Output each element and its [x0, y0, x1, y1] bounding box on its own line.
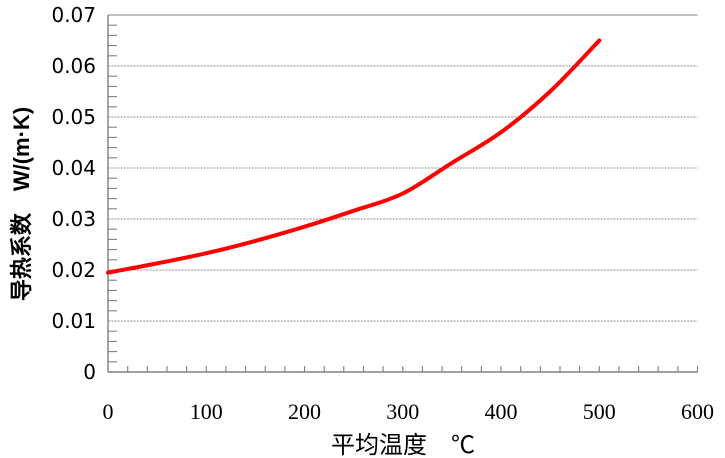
y-tick-label: 0.03	[51, 207, 96, 231]
x-tick-label: 400	[485, 399, 518, 424]
x-tick-label: 500	[583, 399, 616, 424]
x-tick-label: 100	[190, 399, 223, 424]
y-tick-label: 0.02	[51, 258, 96, 282]
y-tick-label: 0	[83, 360, 96, 384]
y-tick-label: 0.06	[51, 54, 96, 78]
x-axis-title: 平均温度 ℃	[331, 433, 475, 458]
y-tick-label: 0.07	[51, 3, 96, 27]
y-tick-label: 0.01	[51, 309, 96, 333]
x-tick-label: 200	[288, 399, 321, 424]
y-axis-title: 导热系数 W/(m·K)	[9, 106, 34, 302]
x-tick-label: 0	[103, 399, 114, 424]
x-tick-label: 600	[681, 399, 714, 424]
y-tick-label: 0.05	[51, 105, 96, 129]
data-series-line	[106, 38, 602, 275]
y-tick-label: 0.04	[51, 156, 96, 180]
x-tick-label: 300	[386, 399, 419, 424]
